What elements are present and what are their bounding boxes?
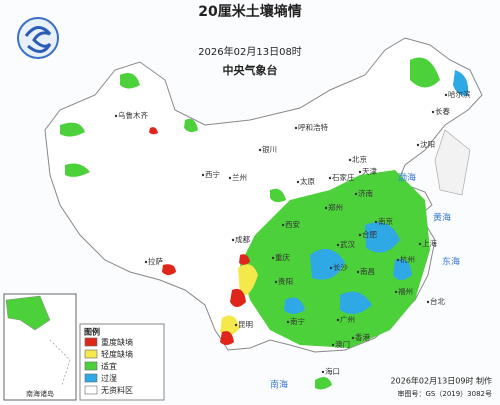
footer-approval: 审图号：GS（2019）3082号 (398, 389, 493, 398)
city-label: 香港 (355, 332, 370, 342)
sea-label: 南海 (270, 379, 288, 391)
city-label: 杭州 (400, 254, 415, 264)
city-label: 贵阳 (278, 276, 293, 286)
city-dot (329, 266, 333, 270)
city-label: 沈阳 (420, 139, 435, 149)
sea-label: 东海 (442, 256, 460, 268)
legend-swatch (84, 373, 98, 383)
city-label: 昆明 (238, 320, 253, 329)
city-label: 海口 (325, 366, 340, 376)
inset-label: 南海诸岛 (26, 389, 54, 398)
city-label: 上海 (422, 238, 437, 248)
city-label: 合肥 (362, 229, 377, 239)
city-label: 兰州 (232, 172, 247, 182)
city-dot (416, 143, 420, 147)
city-dot (358, 170, 362, 174)
city-label: 福州 (398, 287, 413, 296)
city-dot (274, 280, 278, 284)
city-dot (426, 300, 430, 304)
city-dot (374, 220, 378, 224)
city-label: 台北 (430, 296, 445, 306)
city-label: 郑州 (328, 202, 343, 212)
city-dot (354, 192, 358, 196)
city-label: 长春 (435, 106, 450, 116)
city-label: 济南 (358, 188, 373, 198)
city-label: 南京 (378, 216, 393, 226)
city-dot (324, 206, 328, 210)
city-dot (234, 323, 238, 327)
city-label: 北京 (352, 154, 367, 164)
legend-swatch (84, 349, 98, 359)
city-dot (296, 180, 300, 184)
city-label: 重庆 (275, 252, 290, 262)
city-dot (351, 336, 355, 340)
city-label: 乌鲁木齐 (118, 110, 148, 120)
city-label: 石家庄 (332, 172, 355, 182)
neighbor-korea (434, 129, 471, 196)
moisture-areas (60, 57, 469, 390)
city-label: 拉萨 (148, 256, 163, 266)
city-dot (336, 318, 340, 322)
city-dot (201, 173, 205, 177)
legend-swatch (84, 361, 98, 371)
city-dot (394, 290, 398, 294)
logo (17, 17, 59, 59)
city-label: 澳门 (335, 339, 350, 349)
city-dot (356, 270, 360, 274)
city-dot (228, 176, 232, 180)
city-dot (258, 148, 262, 152)
city-dot (281, 223, 285, 227)
city-label: 武汉 (340, 239, 355, 249)
legend-swatch (84, 385, 98, 395)
city-label: 呼和浩特 (298, 122, 328, 132)
city-label: 广州 (340, 314, 355, 324)
city-dot (418, 242, 422, 246)
legend-swatch (84, 337, 98, 347)
city-dot (358, 233, 362, 237)
city-label: 哈尔滨 (448, 89, 471, 99)
city-dot (294, 126, 298, 130)
city-label: 天津 (362, 167, 377, 176)
map-agency: 中央气象台 (223, 63, 278, 77)
city-dot (271, 256, 275, 260)
city-label: 西宁 (205, 169, 220, 179)
sea-label: 黄海 (433, 212, 451, 224)
city-dot (328, 176, 332, 180)
legend-label: 无资料区 (101, 385, 133, 395)
city-label: 成都 (235, 234, 250, 244)
map-title: 20厘米土壤墒情 (198, 3, 301, 20)
city-label: 南宁 (290, 316, 305, 326)
sea-label: 渤海 (398, 172, 416, 184)
city-label: 西安 (285, 219, 300, 229)
map-time: 2026年02月13日08时 (198, 45, 302, 58)
city-dot (396, 258, 400, 262)
city-label: 太原 (300, 176, 315, 186)
city-dot (331, 343, 335, 347)
city-dot (336, 243, 340, 247)
city-dot (431, 110, 435, 114)
city-dot (144, 260, 148, 264)
city-label: 南昌 (360, 266, 375, 276)
legend-label: 轻度缺墒 (101, 349, 133, 359)
city-dot (114, 114, 118, 118)
footer-made: 2026年02月13日09时 制作 (391, 376, 492, 386)
legend-label: 适宜 (101, 361, 117, 371)
south-sea-inset: 南海诸岛 (3, 293, 77, 401)
legend-label: 重度缺墒 (101, 337, 133, 347)
city-dot (321, 370, 325, 374)
city-dot (231, 238, 235, 242)
city-dot (444, 93, 448, 97)
city-dot (348, 158, 352, 162)
legend-label: 过湿 (101, 373, 117, 383)
legend-title: 图例 (84, 327, 100, 337)
city-label: 银川 (262, 145, 277, 154)
city-label: 长沙 (333, 262, 348, 272)
city-dot (286, 320, 290, 324)
